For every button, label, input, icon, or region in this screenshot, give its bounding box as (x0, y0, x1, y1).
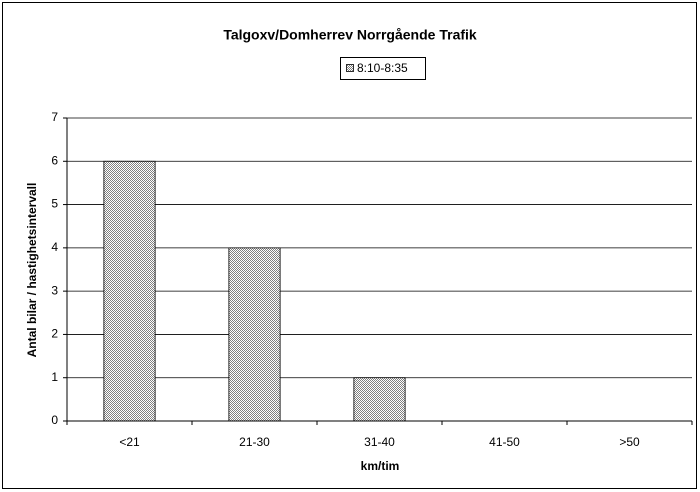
y-axis-label: Antal bilar / hastighetsintervall (25, 183, 39, 358)
chart-title: Talgoxv/Domherrev Norrgående Trafik (223, 27, 477, 43)
y-tick-label: 0 (51, 413, 58, 427)
legend-box (340, 57, 426, 80)
bar (228, 247, 281, 422)
bar (103, 160, 156, 422)
y-tick-label: 6 (51, 153, 58, 167)
x-axis-label: km/tim (361, 459, 400, 473)
x-tick-label: 31-40 (364, 435, 395, 449)
y-tick-label: 5 (51, 197, 58, 211)
y-tick-label: 2 (51, 327, 58, 341)
legend-swatch (346, 64, 354, 72)
x-tick-label: <21 (119, 435, 140, 449)
legend-label: 8:10-8:35 (357, 61, 408, 75)
x-tick-label: 41-50 (489, 435, 520, 449)
y-tick-label: 3 (51, 283, 58, 297)
y-tick-label: 7 (51, 110, 58, 124)
x-tick-label: >50 (619, 435, 640, 449)
y-tick-label: 1 (51, 370, 58, 384)
bar (353, 377, 406, 422)
y-tick-label: 4 (51, 240, 58, 254)
x-tick-label: 21-30 (239, 435, 270, 449)
